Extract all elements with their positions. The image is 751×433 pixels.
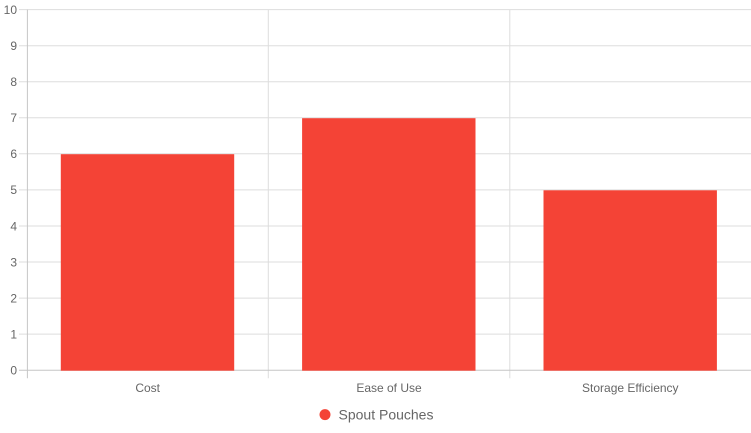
svg-text:Storage Efficiency: Storage Efficiency — [582, 381, 679, 395]
svg-text:6: 6 — [10, 147, 17, 161]
svg-text:4: 4 — [10, 219, 17, 233]
svg-text:Ease of Use: Ease of Use — [356, 381, 422, 395]
svg-text:5: 5 — [10, 183, 17, 197]
svg-text:9: 9 — [10, 39, 17, 53]
svg-text:3: 3 — [10, 255, 17, 269]
svg-text:Spout Pouches: Spout Pouches — [339, 407, 434, 423]
svg-text:7: 7 — [10, 111, 17, 125]
svg-text:Cost: Cost — [135, 381, 160, 395]
svg-text:0: 0 — [10, 364, 17, 378]
svg-text:1: 1 — [10, 327, 17, 341]
svg-text:10: 10 — [4, 3, 18, 17]
svg-text:8: 8 — [10, 75, 17, 89]
svg-text:2: 2 — [10, 291, 17, 305]
